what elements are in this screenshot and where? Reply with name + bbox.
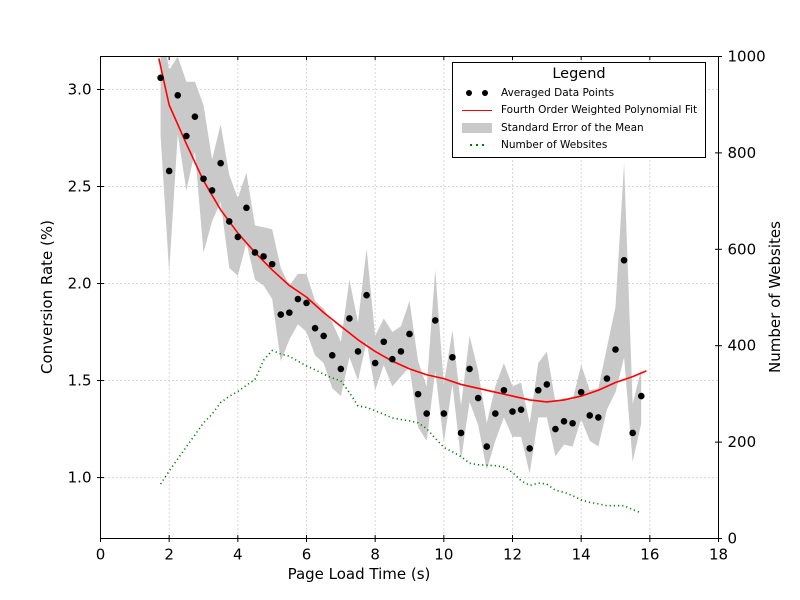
svg-text:4: 4 — [233, 546, 243, 564]
svg-text:0: 0 — [96, 546, 106, 564]
svg-text:600: 600 — [728, 240, 757, 258]
plot-area — [157, 56, 647, 514]
legend-item-standard-error: Standard Error of the Mean — [459, 119, 699, 137]
tick-labels: 0 2 4 6 8 10 12 14 16 18 1.0 1.5 2.0 2.5 3.0 0 200 400 600… — [68, 48, 766, 564]
svg-text:2: 2 — [164, 546, 174, 564]
legend-item-label: Fourth Order Weighted Polynomial Fit — [501, 104, 698, 117]
black-dots-marker-icon — [459, 89, 495, 96]
green-dotted-marker-icon — [459, 144, 495, 147]
svg-text:10: 10 — [434, 546, 453, 564]
sem-band — [160, 56, 642, 474]
svg-text:2.5: 2.5 — [68, 178, 92, 196]
legend-item-label: Number of Websites — [501, 139, 608, 152]
x-axis-label: Page Load Time (s) — [287, 565, 431, 583]
legend-item-polynomial-fit: Fourth Order Weighted Polynomial Fit — [459, 102, 699, 120]
svg-text:0: 0 — [728, 530, 738, 548]
legend-item-number-of-websites: Number of Websites — [459, 137, 699, 155]
red-line-marker-icon — [459, 109, 495, 111]
svg-text:18: 18 — [709, 546, 728, 564]
axes-frame — [100, 56, 719, 539]
svg-text:16: 16 — [640, 546, 659, 564]
legend: Legend Averaged Data Points Fourth Order… — [452, 62, 706, 158]
svg-text:8: 8 — [370, 546, 380, 564]
svg-text:1.0: 1.0 — [68, 469, 92, 487]
svg-text:200: 200 — [728, 433, 757, 451]
websites-line — [159, 349, 642, 514]
legend-item-averaged-data-points: Averaged Data Points — [459, 84, 699, 102]
svg-text:800: 800 — [728, 144, 757, 162]
ticks — [97, 56, 722, 542]
legend-item-label: Standard Error of the Mean — [501, 121, 644, 134]
fit-line — [158, 58, 647, 403]
legend-item-label: Averaged Data Points — [501, 86, 615, 99]
svg-text:12: 12 — [503, 546, 522, 564]
svg-text:14: 14 — [572, 546, 591, 564]
svg-text:1.5: 1.5 — [68, 372, 92, 390]
svg-text:3.0: 3.0 — [68, 80, 92, 98]
right-y-axis-label: Number of Websites — [766, 221, 784, 373]
svg-text:6: 6 — [302, 546, 312, 564]
data-points — [157, 74, 645, 452]
svg-text:2.0: 2.0 — [68, 275, 92, 293]
left-y-axis-label: Conversion Rate (%) — [38, 220, 56, 374]
legend-title: Legend — [552, 66, 606, 82]
gray-band-marker-icon — [459, 122, 495, 133]
gridlines — [100, 56, 719, 539]
svg-text:1000: 1000 — [728, 48, 766, 66]
svg-text:400: 400 — [728, 337, 757, 355]
